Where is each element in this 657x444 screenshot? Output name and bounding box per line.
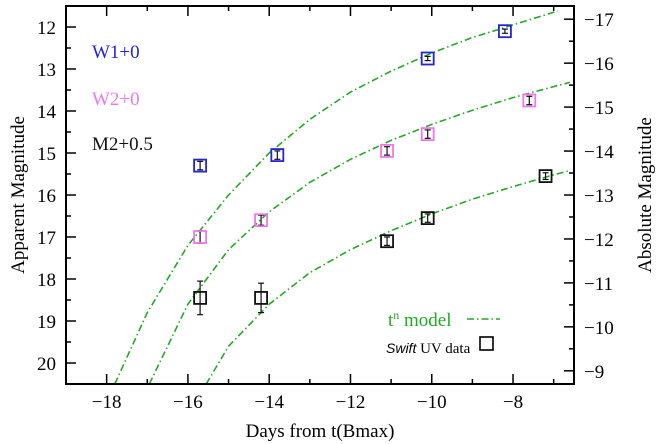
y-tick-label-left: 14 <box>37 102 57 123</box>
y-tick-label-right: −16 <box>584 54 614 75</box>
y-tick-label-left: 16 <box>37 186 56 207</box>
legend-entry-m2: M2+0.5 <box>92 134 153 155</box>
model-curves <box>114 10 571 384</box>
data-points <box>193 24 553 316</box>
data-point-0 <box>193 158 208 173</box>
series-legend: W1+0 W2+0 M2+0.5 <box>92 42 153 155</box>
y-tick-label-left: 13 <box>37 60 56 81</box>
legend-entry-w1: W1+0 <box>92 42 140 63</box>
legend-data-symbol <box>479 336 494 351</box>
y-tick-label-right: −10 <box>584 318 614 339</box>
x-tick-label: −12 <box>336 392 366 413</box>
symbol-legend: tn model Swift UV data <box>386 308 500 357</box>
legend-swift-word: Swift <box>386 340 417 356</box>
data-point-0 <box>420 51 435 66</box>
y-tick-label-right: −11 <box>584 274 613 295</box>
y-tick-label-right: −15 <box>584 98 614 119</box>
y-axis-title-left: Apparent Magnitude <box>8 116 29 274</box>
data-point-2 <box>380 234 394 249</box>
axes: −18 −16 −14 −12 −10 −8 12 13 14 15 16 17 18 19 20 −9 −10… <box>37 5 614 413</box>
model-curve-0 <box>114 10 558 384</box>
y-tick-label-left: 15 <box>37 144 56 165</box>
x-axis-title: Days from t(Bmax) <box>246 421 395 442</box>
legend-model-sup: n <box>393 308 399 322</box>
y-tick-label-right: −12 <box>584 230 614 251</box>
y-tick-label-left: 18 <box>37 270 56 291</box>
legend-model-rest: model <box>399 310 451 331</box>
data-point-0 <box>498 24 512 39</box>
y-tick-label-left: 20 <box>37 354 56 375</box>
y-tick-label-left: 19 <box>37 312 56 333</box>
data-point-1 <box>420 127 435 142</box>
legend-data-label: Swift UV data <box>386 340 471 357</box>
data-point-1 <box>380 143 394 158</box>
legend-entry-w2: W2+0 <box>92 89 140 110</box>
plot-frame <box>65 5 575 385</box>
data-point-2 <box>538 169 553 184</box>
legend-model-t: t <box>388 310 394 331</box>
x-tick-label: −8 <box>503 392 523 413</box>
legend-uv-word: UV data <box>416 341 470 357</box>
y-tick-label-right: −17 <box>584 10 614 31</box>
y-axis-title-right: Absolute Magnitude <box>635 117 656 273</box>
data-point-2 <box>254 290 268 305</box>
x-tick-label: −10 <box>417 392 447 413</box>
model-curve-1 <box>148 81 571 384</box>
x-tick-label: −18 <box>92 392 122 413</box>
data-point-0 <box>270 148 285 163</box>
y-tick-label-right: −9 <box>584 362 604 383</box>
y-tick-label-left: 12 <box>37 18 56 39</box>
data-point-1 <box>522 93 537 108</box>
data-point-2 <box>420 211 435 226</box>
y-tick-label-right: −14 <box>584 142 614 163</box>
data-point-1 <box>193 230 208 244</box>
data-point-1 <box>254 213 268 228</box>
x-tick-label: −14 <box>254 392 284 413</box>
y-tick-label-right: −13 <box>584 186 614 207</box>
data-point-2 <box>193 290 208 305</box>
x-tick-label: −16 <box>173 392 203 413</box>
model-curve-2 <box>205 169 571 384</box>
legend-model-label: tn model <box>388 308 452 331</box>
y-tick-label-left: 17 <box>37 228 56 249</box>
